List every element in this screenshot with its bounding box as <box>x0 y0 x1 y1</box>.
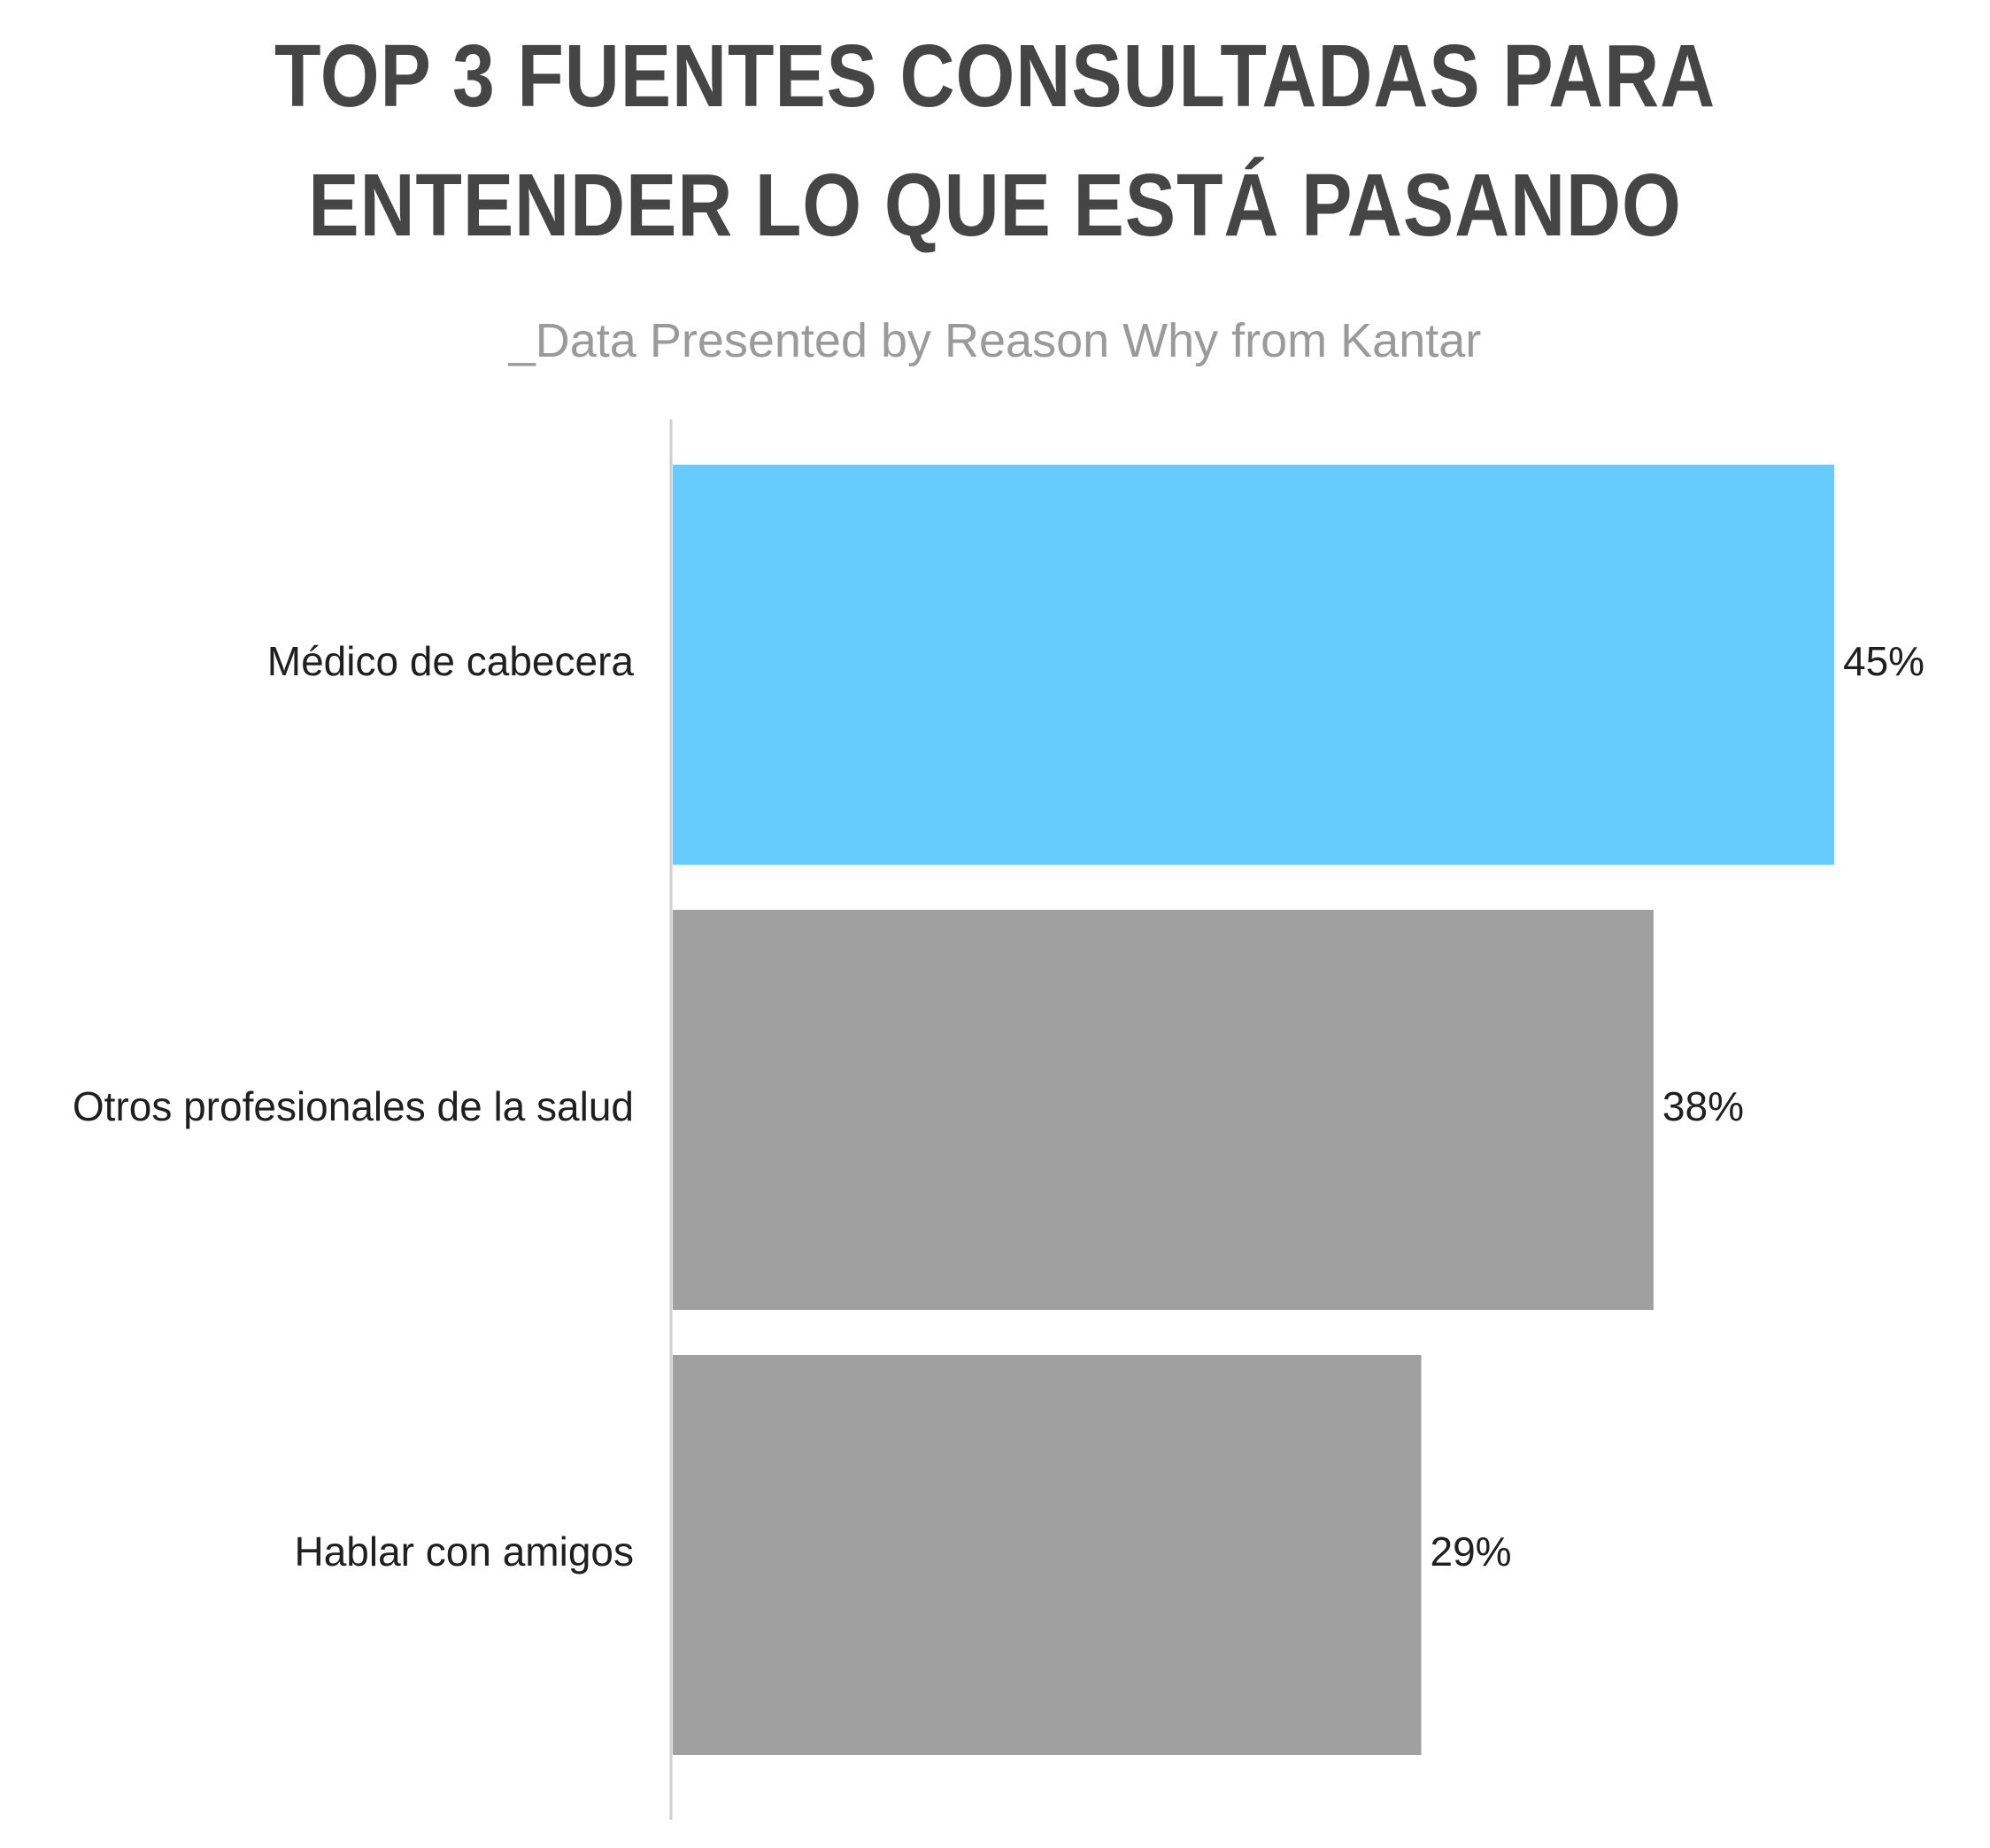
bar-1 <box>673 465 1834 865</box>
chart-title-line-1: TOP 3 FUENTES CONSULTADAS PARA <box>274 27 1716 126</box>
bar-2 <box>673 910 1654 1310</box>
chart-title-line-2: ENTENDER LO QUE ESTÁ PASANDO <box>308 156 1682 255</box>
category-label-2: Otros profesionales de la salud <box>73 1083 634 1129</box>
value-label-3: 29% <box>1431 1528 1512 1575</box>
bars-layer: Médico de cabecera 45% Otros profesionales… <box>73 465 1924 1755</box>
value-label-1: 45% <box>1843 638 1924 684</box>
bar-3 <box>673 1355 1422 1755</box>
value-label-2: 38% <box>1662 1083 1744 1129</box>
chart-subtitle: _Data Presented by Reason Why from Kanta… <box>508 314 1482 367</box>
category-label-3: Hablar con amigos <box>294 1528 634 1575</box>
category-label-1: Médico de cabecera <box>267 638 635 684</box>
